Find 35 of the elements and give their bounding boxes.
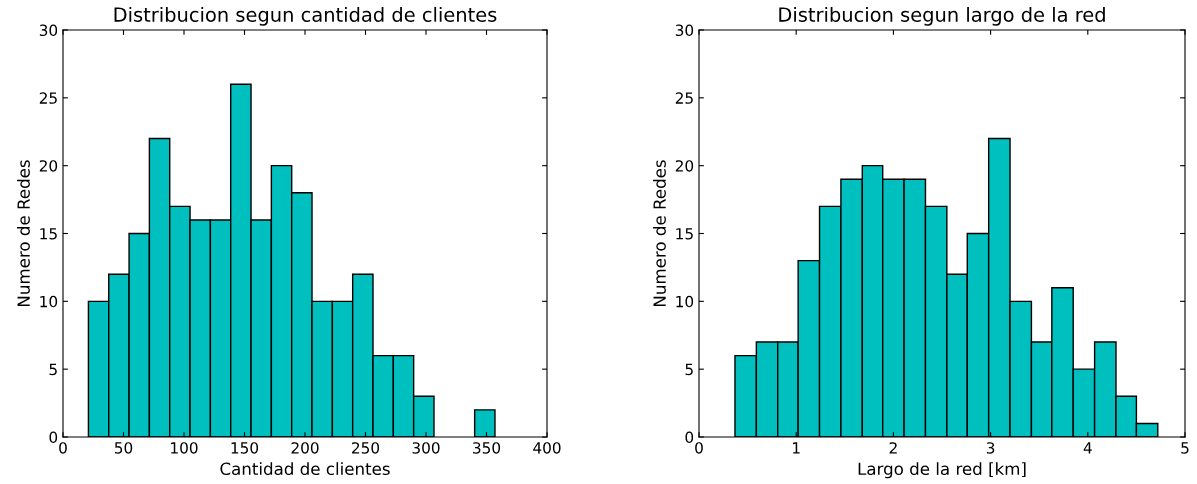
x-axis-title: Largo de la red [km] xyxy=(858,462,1026,479)
x-tick-label: 250 xyxy=(352,442,380,454)
x-tick-label: 200 xyxy=(291,442,319,454)
y-tick-label: 30 xyxy=(39,24,58,37)
x-tick-label: 1 xyxy=(793,442,800,454)
y-axis-title: Numero de Redes xyxy=(17,160,30,306)
x-tick-label: 0 xyxy=(59,442,67,454)
x-tick-label: 5 xyxy=(1181,442,1189,454)
x-tick-label: 400 xyxy=(533,442,561,454)
x-tick-label: 100 xyxy=(171,442,198,454)
x-tick-label: 300 xyxy=(412,442,440,454)
y-tick-label: 15 xyxy=(40,228,57,240)
y-tick-label: 10 xyxy=(40,295,58,308)
chart-title: Distribucion segun cantidad de clientes xyxy=(114,6,497,26)
y-axis-title: Numero de Redes xyxy=(653,160,666,306)
y-tick-label: 15 xyxy=(676,228,693,240)
y-tick-label: 5 xyxy=(49,363,57,376)
x-tick-label: 3 xyxy=(986,442,995,454)
x-tick-label: 2 xyxy=(889,442,897,454)
y-tick-label: 25 xyxy=(39,92,57,104)
x-axis-title: Cantidad de clientes xyxy=(220,462,390,476)
x-tick-label: 0 xyxy=(695,442,703,454)
chart-title: Distribucion segun largo de la red xyxy=(779,6,1105,26)
x-tick-label: 350 xyxy=(473,442,501,454)
y-tick-label: 5 xyxy=(685,363,693,376)
y-tick-label: 25 xyxy=(675,92,693,104)
y-tick-label: 20 xyxy=(675,160,694,172)
x-tick-label: 150 xyxy=(231,442,259,454)
y-tick-label: 20 xyxy=(39,160,58,172)
y-tick-label: 0 xyxy=(685,431,694,444)
x-tick-label: 4 xyxy=(1083,442,1092,454)
y-tick-label: 30 xyxy=(675,24,694,37)
y-tick-label: 0 xyxy=(49,431,58,444)
y-tick-label: 10 xyxy=(676,295,694,308)
x-tick-label: 50 xyxy=(114,442,133,454)
